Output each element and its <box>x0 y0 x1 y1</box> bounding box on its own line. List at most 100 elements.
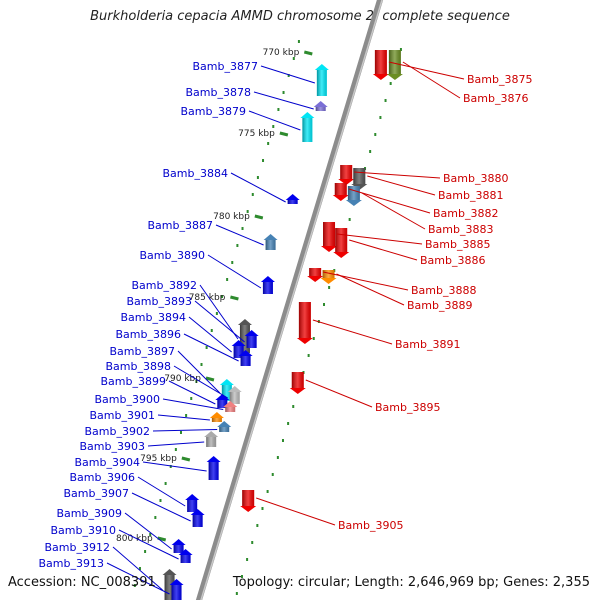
gene-label-left[interactable]: Bamb_3890 <box>140 249 205 262</box>
left-strand-genes <box>162 64 329 600</box>
gene-feature[interactable] <box>307 268 324 282</box>
gene-feature[interactable] <box>185 494 200 512</box>
gene-label-left[interactable]: Bamb_3887 <box>148 219 213 232</box>
leader-line <box>131 492 191 522</box>
gene-label-left[interactable]: Bamb_3900 <box>95 393 160 406</box>
gene-label-left[interactable]: Bamb_3902 <box>85 425 150 438</box>
scale-ticks: 770 kbp 775 kbp 780 kbp 785 kbp 790 kbp 795 k… <box>116 48 313 544</box>
gene-feature[interactable] <box>345 186 362 206</box>
gene-label-right[interactable]: Bamb_3885 <box>425 238 490 251</box>
gene-feature[interactable] <box>386 50 403 80</box>
gene-feature[interactable] <box>244 330 259 348</box>
gene-feature[interactable] <box>227 386 242 404</box>
gene-feature[interactable] <box>260 276 275 294</box>
gene-feature[interactable] <box>178 549 193 563</box>
gene-feature[interactable] <box>332 183 349 201</box>
gene-feature[interactable] <box>320 270 337 284</box>
gene-feature[interactable] <box>215 394 230 408</box>
track-dot <box>246 558 249 561</box>
gene-feature[interactable] <box>314 64 329 96</box>
gene-label-left[interactable]: Bamb_3907 <box>64 487 129 500</box>
gene-label-left[interactable]: Bamb_3899 <box>101 375 166 388</box>
gene-label-right[interactable]: Bamb_3875 <box>467 73 532 86</box>
label-leaders <box>106 61 465 595</box>
leader-line <box>118 529 179 560</box>
track-dot <box>215 312 218 315</box>
gene-label-left[interactable]: Bamb_3897 <box>110 345 175 358</box>
gene-feature[interactable] <box>289 372 306 394</box>
gene-feature[interactable] <box>171 539 186 553</box>
tick-mark <box>303 50 313 56</box>
gene-label-right[interactable]: Bamb_3886 <box>420 254 485 267</box>
gene-feature[interactable] <box>321 222 338 252</box>
gene-label-left[interactable]: Bamb_3901 <box>90 409 155 422</box>
gene-label-right[interactable]: Bamb_3905 <box>338 519 403 532</box>
gene-label-left[interactable]: Bamb_3892 <box>132 279 197 292</box>
gene-feature[interactable] <box>237 319 252 353</box>
gene-label-right[interactable]: Bamb_3882 <box>433 207 498 220</box>
gene-feature[interactable] <box>190 509 205 527</box>
tick-mark <box>230 295 239 301</box>
gene-feature[interactable] <box>338 165 355 185</box>
gene-label-left[interactable]: Bamb_3898 <box>106 360 171 373</box>
gene-feature[interactable] <box>313 101 328 111</box>
gene-label-left[interactable]: Bamb_3893 <box>127 295 192 308</box>
gene-feature[interactable] <box>204 431 219 447</box>
track-dot <box>399 48 402 51</box>
track-dot <box>287 74 290 77</box>
gene-feature[interactable] <box>300 112 315 142</box>
gene-label-right[interactable]: Bamb_3889 <box>407 299 472 312</box>
track-dot <box>149 533 152 536</box>
gene-label-right[interactable]: Bamb_3880 <box>443 172 508 185</box>
leader-line <box>312 319 393 345</box>
gene-label-left[interactable]: Bamb_3904 <box>75 456 140 469</box>
track-dot <box>348 218 351 221</box>
gene-feature[interactable] <box>296 302 313 344</box>
track-dot <box>267 142 270 145</box>
gene-feature[interactable] <box>162 569 177 600</box>
tick-mark <box>157 536 167 542</box>
gene-label-right[interactable]: Bamb_3888 <box>411 284 476 297</box>
track-dot <box>307 354 310 357</box>
gene-label-left[interactable]: Bamb_3884 <box>163 167 228 180</box>
gene-label-left[interactable]: Bamb_3909 <box>57 507 122 520</box>
chromosome-backbone <box>195 0 384 600</box>
gene-feature[interactable] <box>209 412 224 422</box>
leader-line <box>230 172 286 203</box>
leader-line <box>348 188 431 214</box>
leader-line <box>336 273 405 306</box>
gene-feature[interactable] <box>240 490 257 512</box>
tick-mark <box>205 376 215 382</box>
leader-line <box>194 300 245 343</box>
gene-feature[interactable] <box>351 168 368 190</box>
gene-feature[interactable] <box>219 379 234 401</box>
gene-label-left[interactable]: Bamb_3879 <box>181 105 246 118</box>
gene-label-left[interactable]: Bamb_3912 <box>45 541 110 554</box>
gene-feature[interactable] <box>238 350 253 366</box>
gene-feature[interactable] <box>285 194 300 204</box>
gene-feature[interactable] <box>169 579 184 600</box>
gene-feature[interactable] <box>333 228 350 258</box>
gene-label-right[interactable]: Bamb_3895 <box>375 401 440 414</box>
gene-feature[interactable] <box>206 456 221 480</box>
gene-label-left[interactable]: Bamb_3894 <box>121 311 186 324</box>
gene-label-left[interactable]: Bamb_3896 <box>116 328 181 341</box>
right-strand-genes <box>240 50 403 512</box>
tick-label: 785 kbp <box>189 293 226 303</box>
gene-feature[interactable] <box>217 421 232 432</box>
track-dot <box>190 397 193 400</box>
gene-label-right[interactable]: Bamb_3883 <box>428 223 493 236</box>
gene-feature[interactable] <box>372 50 389 80</box>
gene-feature[interactable] <box>231 340 246 358</box>
gene-label-right[interactable]: Bamb_3891 <box>395 338 460 351</box>
gene-feature[interactable] <box>223 401 238 412</box>
gene-label-right[interactable]: Bamb_3876 <box>463 92 528 105</box>
gene-label-left[interactable]: Bamb_3903 <box>80 440 145 453</box>
gene-label-left[interactable]: Bamb_3877 <box>193 60 258 73</box>
gene-label-left[interactable]: Bamb_3913 <box>39 557 104 570</box>
gene-label-left[interactable]: Bamb_3906 <box>70 471 135 484</box>
gene-label-left[interactable]: Bamb_3910 <box>51 524 116 537</box>
gene-label-left[interactable]: Bamb_3878 <box>186 86 251 99</box>
gene-feature[interactable] <box>263 234 278 250</box>
gene-label-right[interactable]: Bamb_3881 <box>438 189 503 202</box>
